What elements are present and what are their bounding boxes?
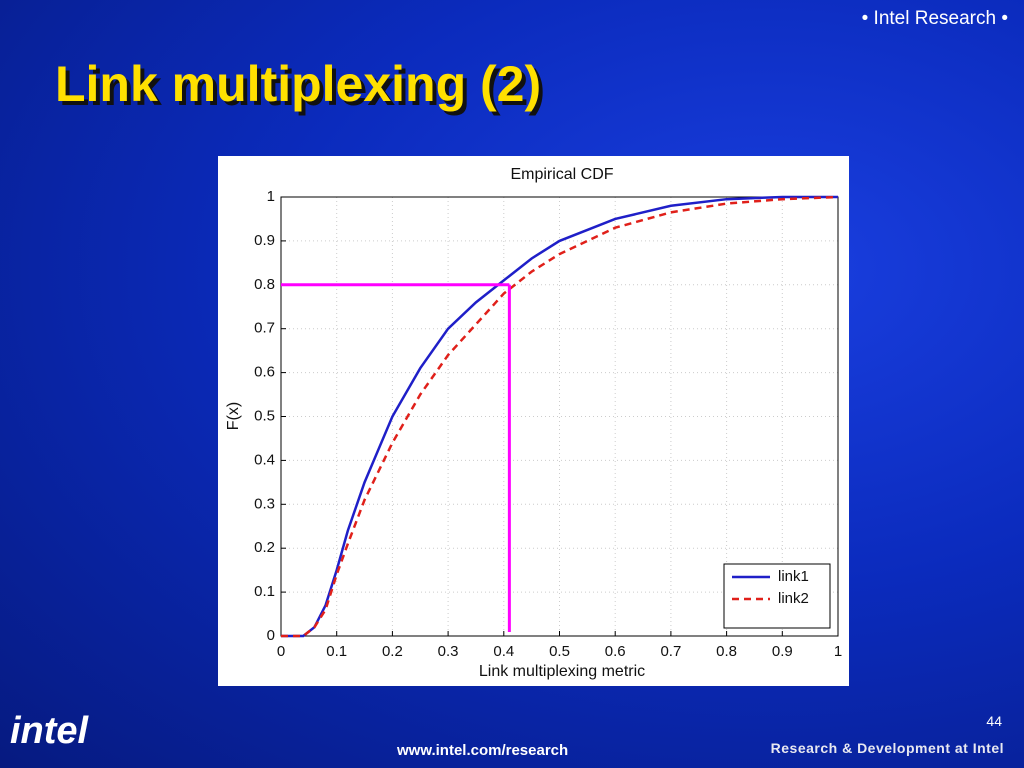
header-tag: • Intel Research • bbox=[861, 8, 1008, 29]
x-tick-label: 0.6 bbox=[605, 643, 626, 660]
page-number: 44 bbox=[986, 713, 1002, 729]
y-tick-label: 0.8 bbox=[254, 276, 275, 293]
y-tick-label: 0.2 bbox=[254, 539, 275, 556]
legend-label: link2 bbox=[778, 590, 809, 607]
plot-frame bbox=[280, 196, 839, 637]
x-tick-label: 0.5 bbox=[549, 643, 570, 660]
footer-url: www.intel.com/research bbox=[397, 742, 569, 759]
series-line bbox=[281, 195, 839, 638]
x-tick-label: 0.2 bbox=[382, 643, 403, 660]
x-tick-label: 1 bbox=[834, 643, 842, 660]
x-tick-label: 0.7 bbox=[660, 643, 681, 660]
y-axis-label: F(x) bbox=[225, 402, 242, 430]
footer-tagline: Research & Development at Intel bbox=[770, 740, 1004, 756]
legend-box bbox=[723, 563, 831, 629]
x-tick-label: 0.4 bbox=[493, 643, 514, 660]
y-tick-label: 0 bbox=[267, 627, 275, 644]
legend-label: link1 bbox=[778, 568, 809, 585]
y-tick-label: 0.3 bbox=[254, 495, 275, 512]
x-axis-label: Link multiplexing metric bbox=[479, 663, 645, 680]
y-tick-label: 1 bbox=[267, 188, 275, 205]
y-tick-label: 0.4 bbox=[254, 451, 275, 468]
x-tick-label: 0.3 bbox=[438, 643, 459, 660]
y-tick-label: 0.5 bbox=[254, 407, 275, 424]
chart: Empirical CDF Link multiplexing metric F… bbox=[218, 156, 849, 686]
logo: intel bbox=[10, 710, 89, 752]
chart-title: Empirical CDF bbox=[510, 166, 613, 183]
y-tick-label: 0.9 bbox=[254, 232, 275, 249]
x-tick-label: 0.9 bbox=[772, 643, 793, 660]
y-tick-label: 0.1 bbox=[254, 583, 275, 600]
x-tick-label: 0 bbox=[277, 643, 285, 660]
y-tick-label: 0.7 bbox=[254, 320, 275, 337]
x-tick-label: 0.1 bbox=[326, 643, 347, 660]
slide-title: Link multiplexing (2) bbox=[55, 56, 542, 112]
x-tick-label: 0.8 bbox=[716, 643, 737, 660]
y-tick-label: 0.6 bbox=[254, 364, 275, 381]
